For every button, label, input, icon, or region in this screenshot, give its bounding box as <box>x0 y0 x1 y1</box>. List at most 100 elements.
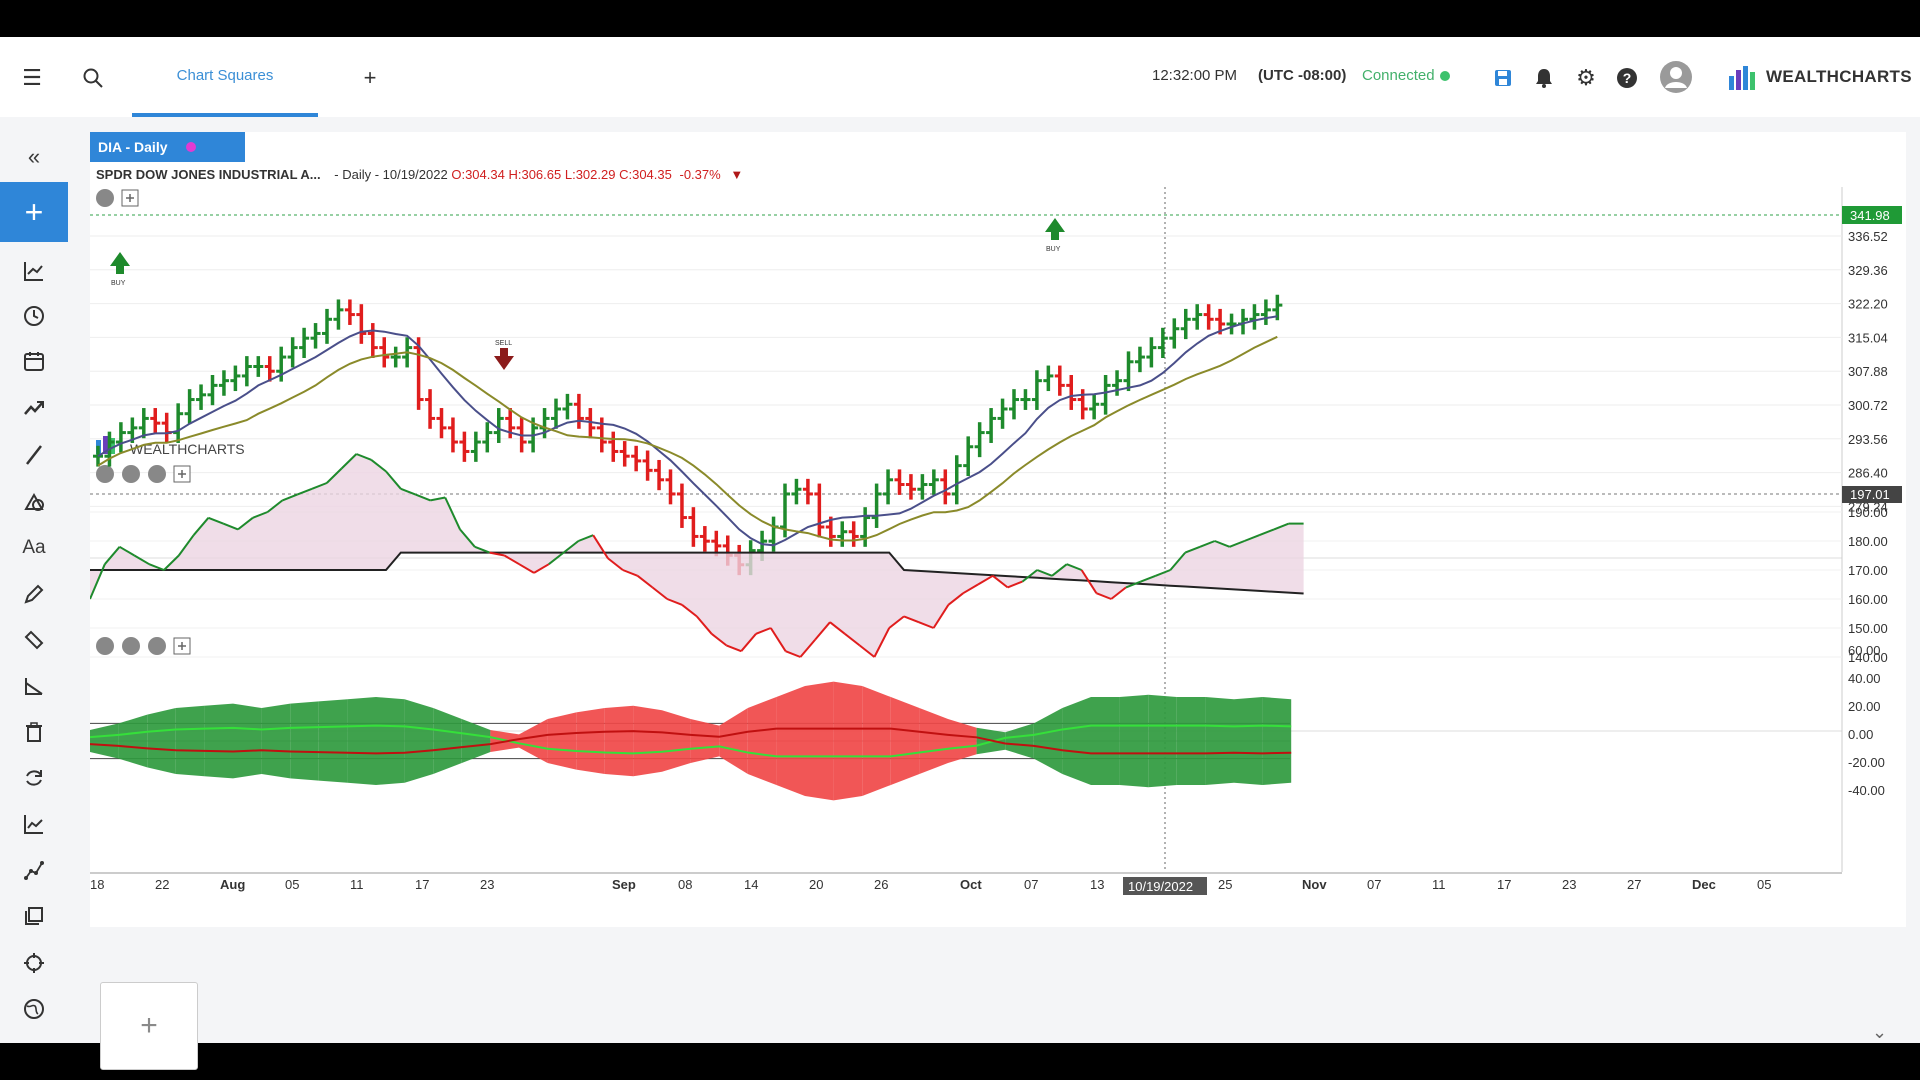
time-tick-label: Dec <box>1692 877 1716 892</box>
watermark-logo-icon <box>110 438 115 454</box>
time-tick-label: 20 <box>809 877 823 892</box>
refresh-icon[interactable] <box>18 762 50 794</box>
oscillator-line-segment <box>415 493 431 502</box>
globe-icon[interactable] <box>18 993 50 1025</box>
crosshair-icon[interactable] <box>18 947 50 979</box>
clock-time: 12:32:00 PM <box>1152 67 1238 84</box>
hist-ribbon-segment <box>805 681 834 801</box>
ruler-icon[interactable] <box>18 624 50 656</box>
oscillator-line-segment <box>858 644 876 658</box>
oscillator-line-segment <box>932 604 950 629</box>
hist-ribbon-segment <box>233 703 262 779</box>
hist-ribbon-segment <box>1148 694 1177 788</box>
time-tick-label: 14 <box>744 877 758 892</box>
oscillator-line-segment <box>681 604 698 618</box>
chart-line-icon[interactable] <box>18 808 50 840</box>
shapes-icon[interactable] <box>18 486 50 518</box>
pencil-icon[interactable] <box>18 578 50 610</box>
tab-chart-squares[interactable]: Chart Squares <box>132 37 318 117</box>
oscillator-line-segment <box>489 551 505 557</box>
oscillator-line-segment <box>400 487 416 496</box>
price-tick-label: 336.52 <box>1848 229 1888 244</box>
oscillator-line-segment <box>222 522 239 531</box>
time-tick-label: 11 <box>1432 877 1446 892</box>
time-tick-label: 27 <box>1627 877 1641 892</box>
chart-canvas[interactable]: 336.52 329.36 322.20 315.04 307.88 300.72 293.… <box>90 132 1906 927</box>
hist-ribbon-segment <box>261 703 291 779</box>
buy-signal-icon <box>110 252 130 274</box>
hist-ribbon-segment <box>404 699 434 783</box>
down-arrow-icon: ▼ <box>730 167 744 182</box>
trend-icon[interactable] <box>18 392 50 424</box>
calendar-icon[interactable] <box>18 345 50 377</box>
chevron-double-down-icon[interactable]: ⌄ <box>1872 1022 1888 1042</box>
symbol-color-dot[interactable] <box>185 142 196 152</box>
bell-icon[interactable] <box>1531 65 1557 91</box>
hist-tick-label: 40.00 <box>1848 671 1881 686</box>
hide-pane-icon <box>96 465 114 483</box>
close-value: C:304.35 <box>619 167 672 182</box>
add-tab-icon[interactable]: + <box>363 65 377 90</box>
menu-icon[interactable]: ☰ <box>22 65 42 90</box>
time-tick-label: Sep <box>612 877 636 892</box>
layers-icon[interactable] <box>18 900 50 932</box>
avatar-icon[interactable] <box>1658 59 1694 95</box>
trash-icon[interactable] <box>18 716 50 748</box>
oscillator-line-segment <box>666 598 683 606</box>
oscillator-line-segment <box>356 453 372 461</box>
low-value: L:302.29 <box>564 167 616 182</box>
add-chart-square-button[interactable]: + <box>100 982 198 1070</box>
oscillator-line-segment <box>518 563 535 574</box>
ohlc-legend: SPDR DOW JONES INDUSTRIAL A... - Daily -… <box>96 167 743 182</box>
oscillator-line-segment <box>311 482 328 490</box>
oscillator-line-segment <box>726 644 742 653</box>
scatter-icon[interactable] <box>18 854 50 886</box>
time-tick-label: 05 <box>1757 877 1771 892</box>
oscillator-line-segment <box>1007 580 1023 589</box>
help-icon[interactable]: ? <box>1614 65 1640 91</box>
oscillator-line-segment <box>1125 580 1142 589</box>
oscillator-line-segment <box>430 496 446 502</box>
oscillator-line-segment <box>1169 551 1186 571</box>
oscillator-line-segment <box>829 621 846 635</box>
clock-icon[interactable] <box>18 300 50 332</box>
add-chart-button[interactable]: + <box>0 182 68 242</box>
svg-text:?: ? <box>1623 70 1632 86</box>
oscillator-line-segment <box>1184 545 1201 554</box>
oscillator-line-segment <box>1066 563 1082 571</box>
oscillator-line-segment <box>607 557 624 571</box>
price-tick-label: 322.20 <box>1848 297 1888 312</box>
hist-ribbon-segment <box>919 708 948 774</box>
oscillator-line-segment <box>740 633 757 652</box>
hist-ribbon-segment <box>118 714 148 768</box>
hist-tick-label: 20.00 <box>1848 699 1881 714</box>
gear-icon[interactable]: ⚙ <box>1576 65 1596 90</box>
oscillator-line-segment <box>636 575 654 589</box>
hist-ribbon-segment <box>1176 697 1206 785</box>
time-tick-label: Aug <box>220 877 245 892</box>
price-tick-label: 307.88 <box>1848 364 1888 379</box>
search-icon[interactable] <box>80 65 106 91</box>
symbol-tab[interactable]: DIA - Daily <box>90 132 245 162</box>
save-icon[interactable] <box>1490 65 1516 91</box>
time-tick-label: 11 <box>350 877 364 892</box>
collapse-sidebar-icon[interactable]: « <box>27 144 41 169</box>
text-tool-icon[interactable]: Aa <box>22 537 46 558</box>
oscillator-line-segment <box>296 487 313 496</box>
hist-ribbon-segment <box>204 703 233 779</box>
oscillator-line-segment <box>282 493 298 502</box>
oscillator-line-segment <box>1140 574 1156 583</box>
hist-ribbon-segment <box>175 705 205 777</box>
buy-signal-icon-label: BUY <box>1046 246 1061 253</box>
angle-tool-icon[interactable] <box>18 670 50 702</box>
hist-ribbon-segment <box>862 686 891 796</box>
line-tool-icon[interactable] <box>18 439 50 471</box>
crosshair-date-badge <box>1123 877 1207 895</box>
chart-panel[interactable]: 336.52 329.36 322.20 315.04 307.88 300.72 293.… <box>90 132 1906 927</box>
hist-ribbon-segment <box>519 719 548 763</box>
indicators-icon[interactable] <box>18 255 50 287</box>
oscillator-line-segment <box>622 569 638 577</box>
oscillator-line-segment <box>873 627 891 658</box>
oscillator-line-segment <box>1110 586 1127 600</box>
oscillator-line-segment <box>340 453 358 470</box>
